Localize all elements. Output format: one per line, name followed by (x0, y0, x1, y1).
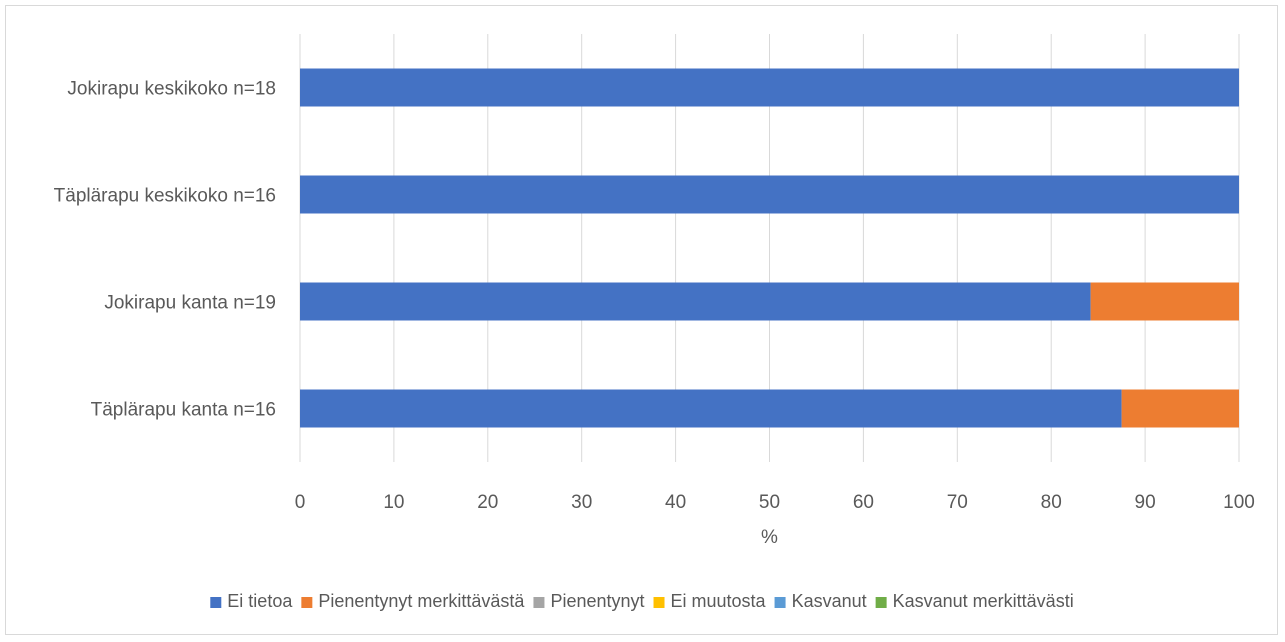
x-tick-label: 100 (1223, 492, 1255, 513)
legend-label: Kasvanut (792, 591, 867, 611)
bars (300, 68, 1239, 428)
x-tick-label: 90 (1135, 492, 1156, 513)
x-tick-labels: 0 10 20 30 40 50 60 70 80 90 100 (295, 492, 1255, 513)
x-tick-label: 60 (853, 492, 874, 513)
bar-segment (300, 389, 1122, 428)
bar-segment (300, 68, 1239, 107)
category-label: Täplärapu kanta n=16 (91, 400, 276, 421)
legend-swatch (301, 597, 313, 608)
legend-swatch (774, 597, 786, 608)
bar-segment (300, 175, 1239, 214)
legend-label: Ei muutosta (671, 591, 767, 611)
x-tick-label: 40 (665, 492, 686, 513)
category-label: Jokirapu keskikoko n=18 (67, 79, 276, 100)
legend-label: Pienentynyt (550, 591, 644, 611)
x-tick-label: 10 (383, 492, 404, 513)
legend-swatch (653, 597, 665, 608)
legend-swatch (210, 597, 222, 608)
x-tick-label: 70 (947, 492, 968, 513)
legend-swatch (875, 597, 887, 608)
x-tick-label: 50 (759, 492, 780, 513)
legend-label: Kasvanut merkittävästi (893, 591, 1074, 611)
bar-segment (1090, 282, 1239, 321)
category-label: Jokirapu kanta n=19 (104, 293, 276, 314)
legend-label: Ei tietoa (227, 591, 293, 611)
legend-label: Pienentynyt merkittävästä (318, 591, 525, 611)
bar-segment (300, 282, 1091, 321)
category-label: Täplärapu keskikoko n=16 (54, 186, 276, 207)
x-axis-title: % (761, 527, 778, 548)
category-labels: Jokirapu keskikoko n=18 Täplärapu keskiko… (54, 79, 276, 421)
legend: Ei tietoa Pienentynyt merkittävästä Pienen… (210, 591, 1074, 611)
x-tick-label: 30 (571, 492, 592, 513)
x-tick-label: 80 (1041, 492, 1062, 513)
x-tick-label: 20 (477, 492, 498, 513)
legend-swatch (533, 597, 545, 608)
bar-segment (1121, 389, 1239, 428)
x-tick-label: 0 (295, 492, 306, 513)
